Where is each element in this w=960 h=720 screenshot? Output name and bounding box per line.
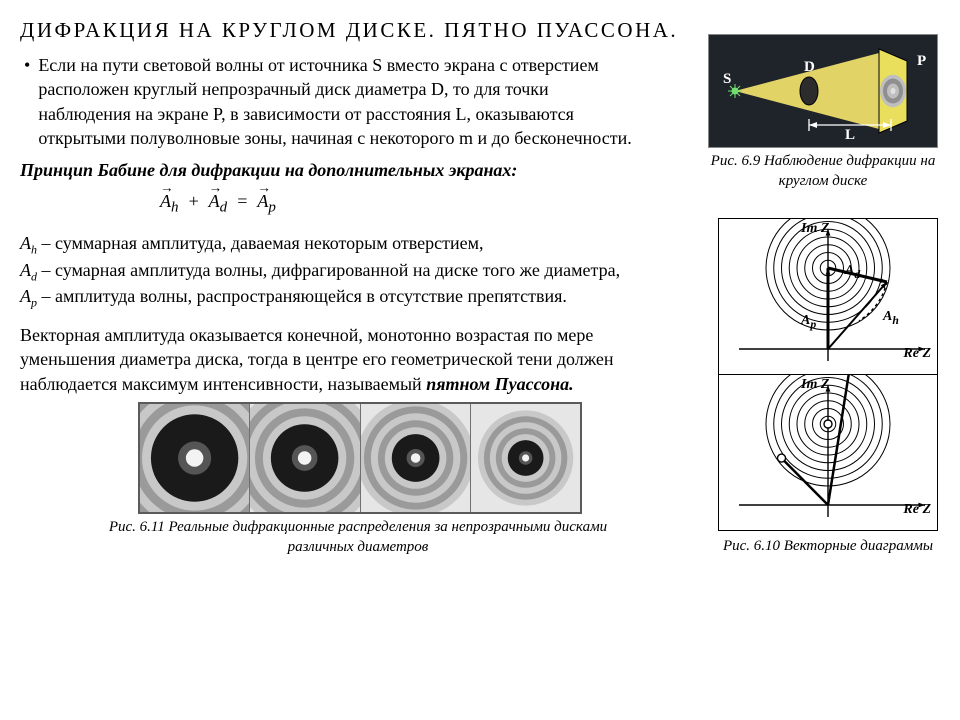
poisson-cell bbox=[470, 404, 580, 512]
vector-diagram-bottom: Im Z Re Z bbox=[718, 375, 938, 531]
svg-text:P: P bbox=[917, 53, 926, 69]
fig-6-10: Im Z Re Z Ad Ah Ap Im Z Re Z Рис. 6.10 В… bbox=[718, 218, 938, 557]
poisson-cell bbox=[140, 404, 249, 512]
def-ad: Ad – сумарная амплитуда волны, дифрагиро… bbox=[20, 258, 640, 285]
fig-6-11-strip bbox=[138, 402, 582, 514]
svg-text:L: L bbox=[845, 127, 855, 143]
bullet-icon: • bbox=[24, 53, 30, 77]
vector-diagram-top: Im Z Re Z Ad Ah Ap bbox=[718, 218, 938, 375]
fig-6-9-diagram: S D P L bbox=[708, 34, 938, 148]
intro-paragraph: • Если на пути световой волны от источни… bbox=[20, 53, 640, 150]
fig-6-11-caption: Рис. 6.11 Реальные дифракционные распред… bbox=[108, 518, 608, 557]
intro-text: Если на пути световой волны от источника… bbox=[38, 53, 640, 150]
fig-6-10-caption: Рис. 6.10 Векторные диаграммы bbox=[718, 537, 938, 557]
poisson-paragraph: Векторная амплитуда оказывается конечной… bbox=[20, 323, 640, 396]
svg-text:D: D bbox=[804, 59, 815, 75]
fig-6-9: S D P L Рис. 6.9 Наблюдение дифракции на… bbox=[708, 34, 938, 191]
babinet-equation: Ah + Ad = Ap bbox=[20, 191, 780, 217]
def-ap: Ap – амплитуда волны, распространяющейся… bbox=[20, 284, 640, 311]
amplitude-definitions: Ah – суммарная амплитуда, даваемая некот… bbox=[20, 231, 640, 311]
svg-text:S: S bbox=[723, 71, 731, 87]
fig-6-9-caption: Рис. 6.9 Наблюдение дифракции на круглом… bbox=[708, 152, 938, 191]
def-ah: Ah – суммарная амплитуда, даваемая некот… bbox=[20, 231, 640, 258]
poisson-cell bbox=[249, 404, 359, 512]
poisson-cell bbox=[360, 404, 470, 512]
